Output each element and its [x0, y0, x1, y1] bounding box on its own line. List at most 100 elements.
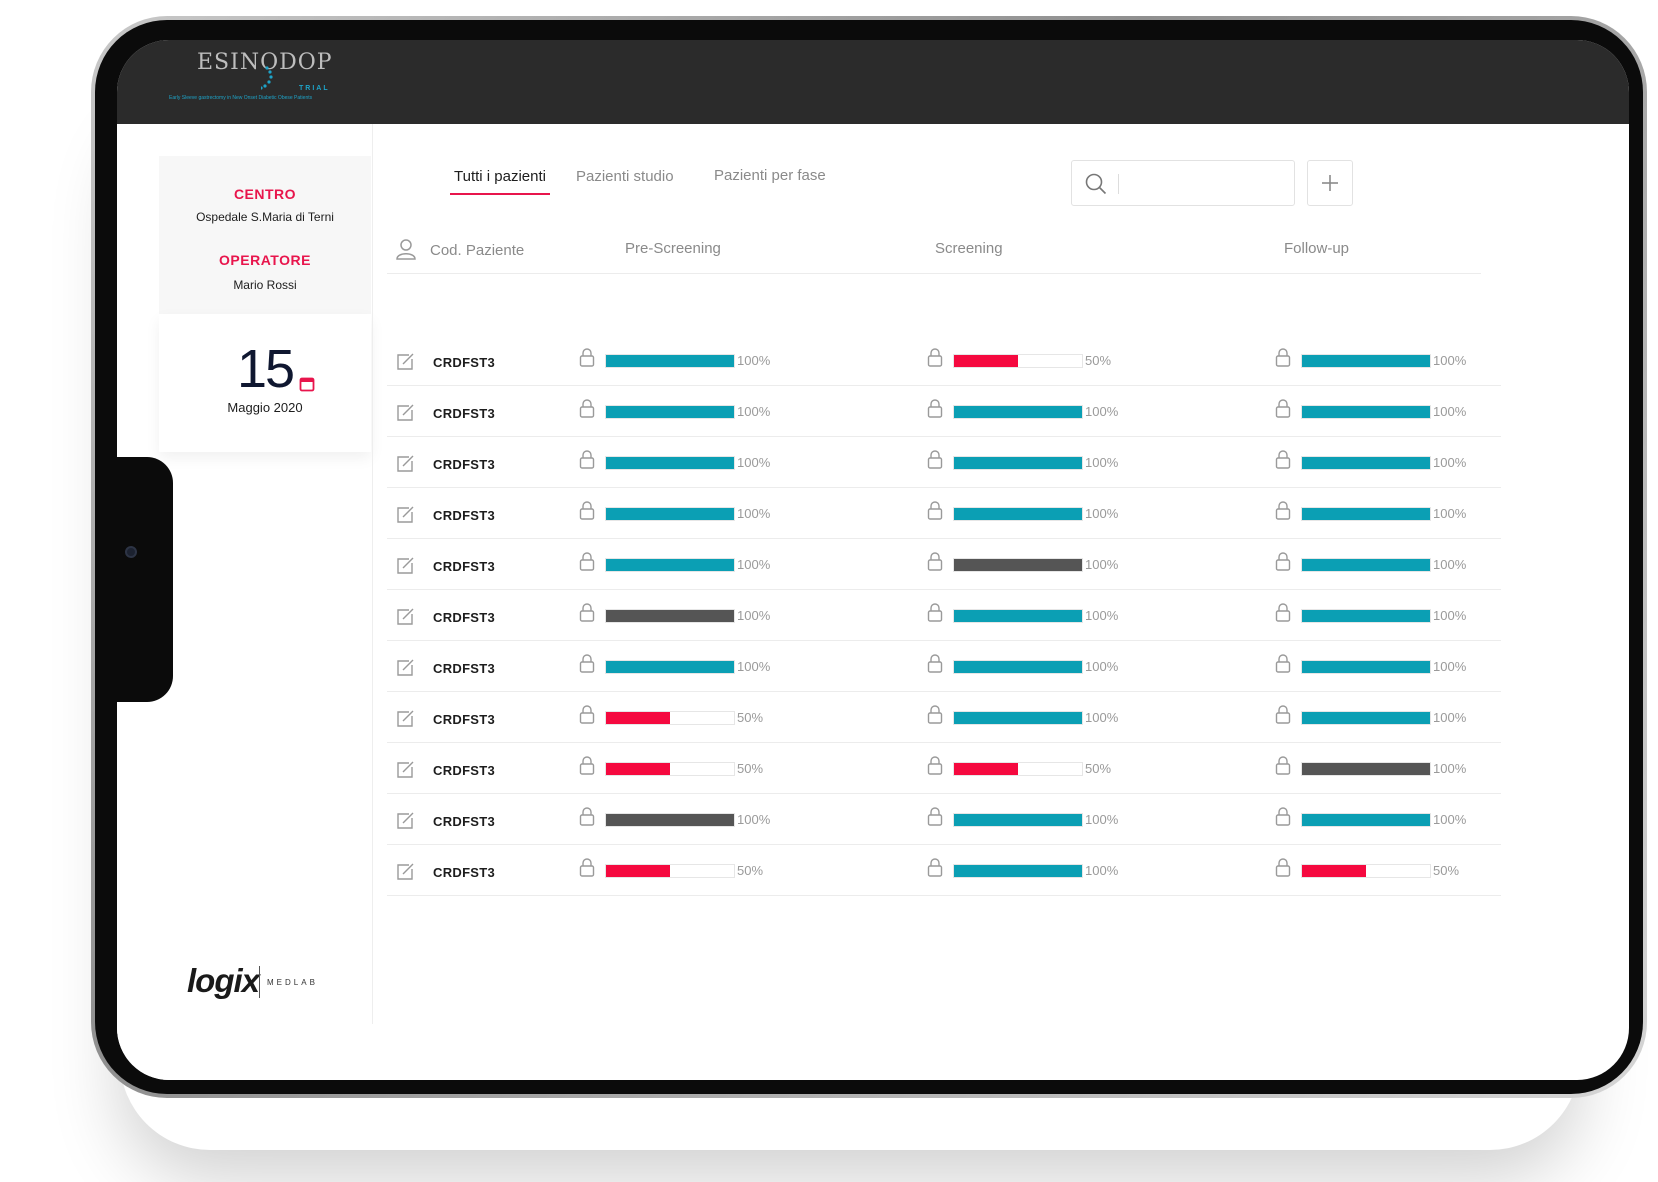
add-patient-button[interactable]	[1307, 160, 1353, 206]
pre-screening-progress[interactable]: 100%	[579, 602, 779, 624]
pre-screening-progress[interactable]: 100%	[579, 347, 779, 369]
screening-progress[interactable]: 100%	[927, 602, 1127, 624]
lock-icon[interactable]	[927, 500, 943, 525]
pre-screening-progress[interactable]: 100%	[579, 653, 779, 675]
patient-code[interactable]: CRDFST3	[433, 661, 496, 676]
header-pre-screening[interactable]: Pre-Screening	[625, 240, 721, 257]
patient-code[interactable]: CRDFST3	[433, 406, 496, 421]
screening-progress[interactable]: 50%	[927, 755, 1127, 777]
lock-icon[interactable]	[1275, 653, 1291, 678]
lock-icon[interactable]	[579, 602, 595, 627]
pre-screening-progress[interactable]: 100%	[579, 398, 779, 420]
table-row[interactable]: CRDFST3 100% 50% 100%	[387, 335, 1501, 386]
calendar-icon[interactable]	[299, 376, 315, 392]
lock-icon[interactable]	[579, 551, 595, 576]
follow-up-progress[interactable]: 100%	[1275, 653, 1475, 675]
lock-icon[interactable]	[927, 602, 943, 627]
edit-icon[interactable]	[395, 352, 415, 377]
follow-up-progress[interactable]: 100%	[1275, 755, 1475, 777]
screening-progress[interactable]: 100%	[927, 500, 1127, 522]
lock-icon[interactable]	[1275, 449, 1291, 474]
patient-code[interactable]: CRDFST3	[433, 712, 496, 727]
edit-icon[interactable]	[395, 709, 415, 734]
follow-up-progress[interactable]: 100%	[1275, 500, 1475, 522]
edit-icon[interactable]	[395, 403, 415, 428]
lock-icon[interactable]	[579, 500, 595, 525]
edit-icon[interactable]	[395, 811, 415, 836]
patient-code[interactable]: CRDFST3	[433, 508, 496, 523]
lock-icon[interactable]	[579, 653, 595, 678]
tab-tutti-i-pazienti[interactable]: Tutti i pazienti	[454, 168, 546, 185]
table-row[interactable]: CRDFST3 100% 100% 100%	[387, 794, 1501, 845]
lock-icon[interactable]	[1275, 602, 1291, 627]
pre-screening-progress[interactable]: 50%	[579, 857, 779, 879]
lock-icon[interactable]	[927, 755, 943, 780]
lock-icon[interactable]	[579, 398, 595, 423]
lock-icon[interactable]	[1275, 551, 1291, 576]
table-row[interactable]: CRDFST3 100% 100% 100%	[387, 590, 1501, 641]
edit-icon[interactable]	[395, 505, 415, 530]
pre-screening-progress[interactable]: 50%	[579, 704, 779, 726]
header-screening[interactable]: Screening	[935, 240, 1003, 257]
header-follow-up[interactable]: Follow-up	[1284, 240, 1350, 257]
pre-screening-progress[interactable]: 50%	[579, 755, 779, 777]
lock-icon[interactable]	[1275, 398, 1291, 423]
follow-up-progress[interactable]: 100%	[1275, 347, 1475, 369]
screening-progress[interactable]: 100%	[927, 653, 1127, 675]
table-row[interactable]: CRDFST3 50% 50% 100%	[387, 743, 1501, 794]
screening-progress[interactable]: 100%	[927, 449, 1127, 471]
follow-up-progress[interactable]: 100%	[1275, 806, 1475, 828]
tab-pazienti-per-fase[interactable]: Pazienti per fase	[714, 167, 826, 184]
patient-code[interactable]: CRDFST3	[433, 763, 496, 778]
table-row[interactable]: CRDFST3 100% 100% 100%	[387, 641, 1501, 692]
pre-screening-progress[interactable]: 100%	[579, 551, 779, 573]
table-row[interactable]: CRDFST3 100% 100% 100%	[387, 437, 1501, 488]
lock-icon[interactable]	[927, 653, 943, 678]
screening-progress[interactable]: 100%	[927, 551, 1127, 573]
screening-progress[interactable]: 100%	[927, 398, 1127, 420]
follow-up-progress[interactable]: 100%	[1275, 602, 1475, 624]
pre-screening-progress[interactable]: 100%	[579, 449, 779, 471]
follow-up-progress[interactable]: 50%	[1275, 857, 1475, 879]
table-row[interactable]: CRDFST3 50% 100% 100%	[387, 692, 1501, 743]
edit-icon[interactable]	[395, 454, 415, 479]
lock-icon[interactable]	[927, 704, 943, 729]
lock-icon[interactable]	[1275, 806, 1291, 831]
lock-icon[interactable]	[927, 806, 943, 831]
follow-up-progress[interactable]: 100%	[1275, 398, 1475, 420]
lock-icon[interactable]	[1275, 857, 1291, 882]
patient-code[interactable]: CRDFST3	[433, 559, 496, 574]
lock-icon[interactable]	[927, 551, 943, 576]
lock-icon[interactable]	[1275, 755, 1291, 780]
pre-screening-progress[interactable]: 100%	[579, 806, 779, 828]
lock-icon[interactable]	[927, 857, 943, 882]
patient-code[interactable]: CRDFST3	[433, 457, 496, 472]
table-row[interactable]: CRDFST3 100% 100% 100%	[387, 539, 1501, 590]
edit-icon[interactable]	[395, 658, 415, 683]
patient-code[interactable]: CRDFST3	[433, 355, 496, 370]
header-cod-paziente[interactable]: Cod. Paziente	[430, 242, 525, 259]
lock-icon[interactable]	[1275, 704, 1291, 729]
screening-progress[interactable]: 50%	[927, 347, 1127, 369]
edit-icon[interactable]	[395, 607, 415, 632]
app-logo[interactable]: ESINODOP TRIAL Early Sleeve gastrectomy …	[169, 50, 349, 110]
lock-icon[interactable]	[927, 347, 943, 372]
lock-icon[interactable]	[579, 449, 595, 474]
edit-icon[interactable]	[395, 556, 415, 581]
lock-icon[interactable]	[579, 704, 595, 729]
table-row[interactable]: CRDFST3 100% 100% 100%	[387, 386, 1501, 437]
tab-pazienti-studio[interactable]: Pazienti studio	[576, 168, 674, 185]
lock-icon[interactable]	[927, 449, 943, 474]
lock-icon[interactable]	[579, 755, 595, 780]
search-icon[interactable]	[1084, 172, 1108, 196]
lock-icon[interactable]	[579, 857, 595, 882]
edit-icon[interactable]	[395, 760, 415, 785]
follow-up-progress[interactable]: 100%	[1275, 704, 1475, 726]
patient-code[interactable]: CRDFST3	[433, 865, 496, 880]
search-input[interactable]	[1124, 171, 1284, 197]
lock-icon[interactable]	[1275, 347, 1291, 372]
follow-up-progress[interactable]: 100%	[1275, 449, 1475, 471]
pre-screening-progress[interactable]: 100%	[579, 500, 779, 522]
search-box[interactable]	[1071, 160, 1295, 206]
table-row[interactable]: CRDFST3 100% 100% 100%	[387, 488, 1501, 539]
